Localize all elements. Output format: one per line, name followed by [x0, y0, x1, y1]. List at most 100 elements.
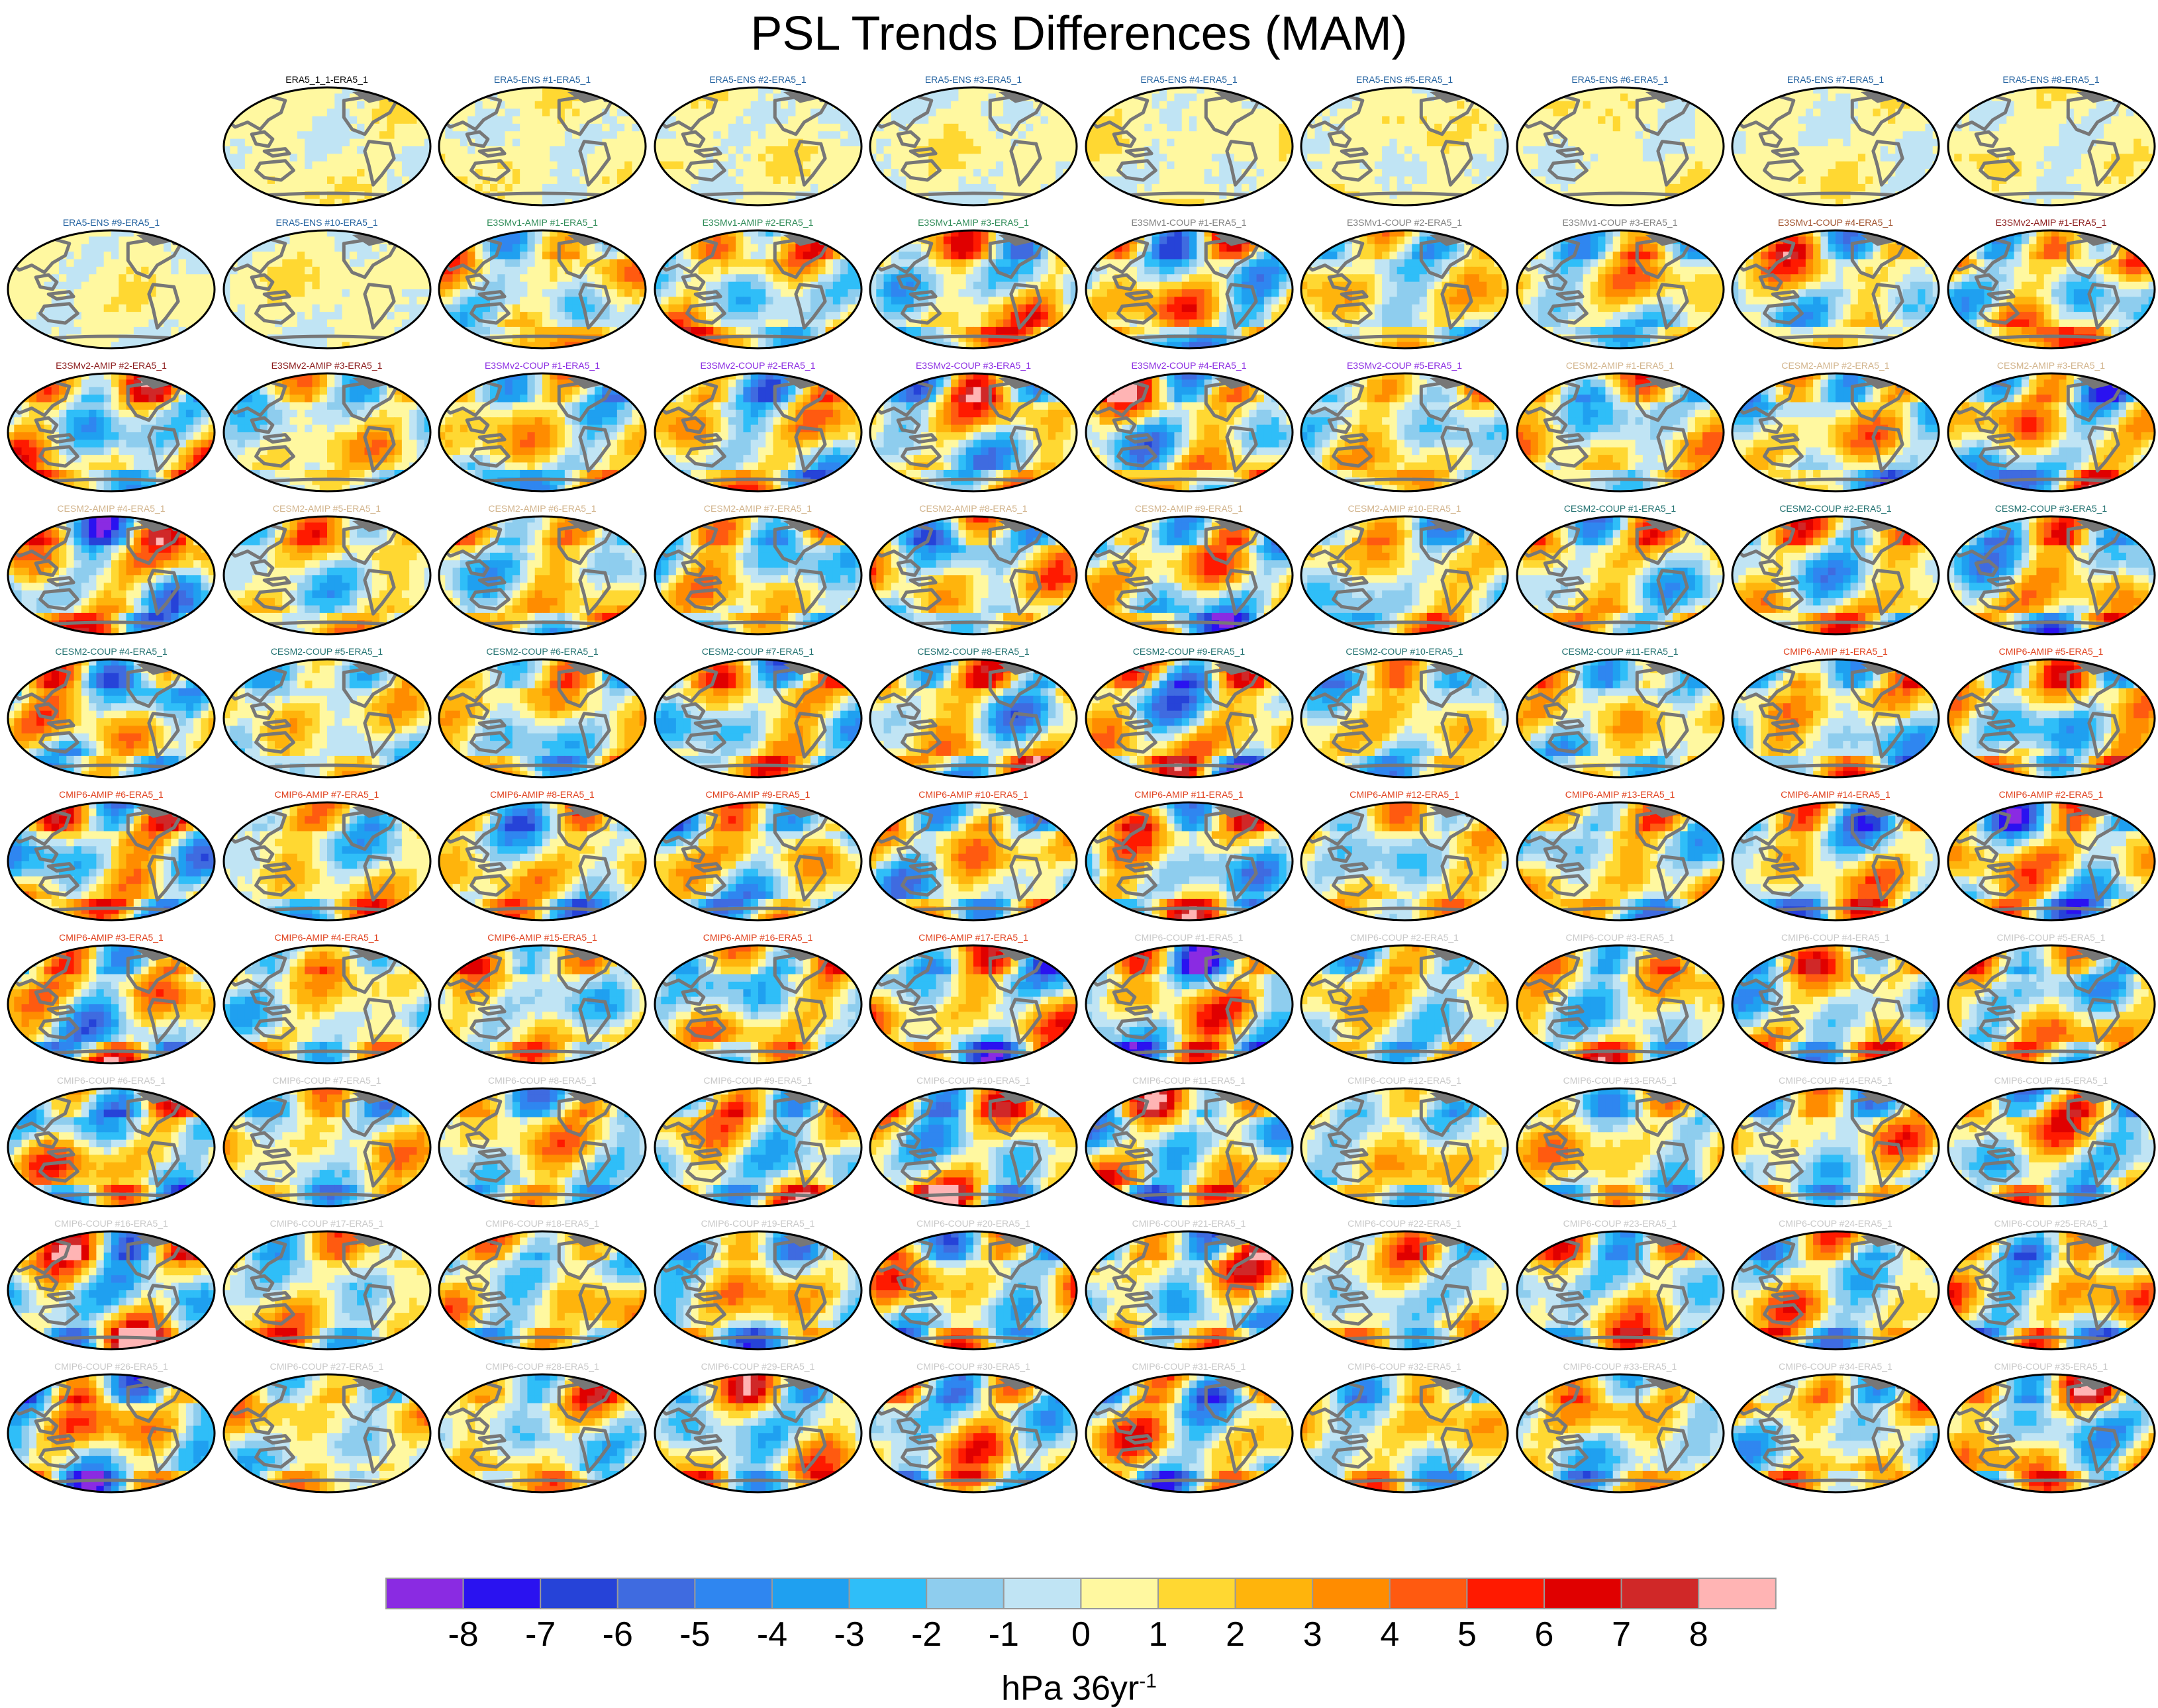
panel-title: E3SMv2-COUP #4-ERA5_1: [1085, 360, 1294, 371]
map-heatmap: [1085, 372, 1294, 493]
panel-title: CESM2-AMIP #5-ERA5_1: [222, 503, 432, 514]
map-panel: CMIP6-COUP #8-ERA5_1: [438, 1078, 647, 1209]
panel-title: CMIP6-COUP #28-ERA5_1: [438, 1361, 647, 1372]
map-heatmap: [1731, 1373, 1940, 1494]
panel-title: CMIP6-COUP #29-ERA5_1: [654, 1361, 863, 1372]
map-panel: CMIP6-COUP #34-ERA5_1: [1731, 1364, 1940, 1495]
panel-title: E3SMv2-AMIP #3-ERA5_1: [222, 360, 432, 371]
panel-title: E3SMv2-COUP #5-ERA5_1: [1300, 360, 1509, 371]
map-heatmap: [1947, 515, 2156, 636]
map-panel: CMIP6-COUP #10-ERA5_1: [869, 1078, 1078, 1209]
map-heatmap: [1947, 1230, 2156, 1351]
map-heatmap: [1516, 1230, 1725, 1351]
map-heatmap: [1731, 229, 1940, 350]
map-panel: CMIP6-COUP #12-ERA5_1: [1300, 1078, 1509, 1209]
panel-title: CMIP6-COUP #19-ERA5_1: [654, 1218, 863, 1229]
map-panel: CMIP6-AMIP #17-ERA5_1: [869, 935, 1078, 1066]
map-heatmap: [438, 1373, 647, 1494]
panel-title: CESM2-AMIP #2-ERA5_1: [1731, 360, 1940, 371]
map-panel: ERA5-ENS #3-ERA5_1: [869, 77, 1078, 208]
map-panel: CMIP6-COUP #13-ERA5_1: [1516, 1078, 1725, 1209]
panel-title: CMIP6-COUP #8-ERA5_1: [438, 1075, 647, 1086]
panel-title: CESM2-COUP #3-ERA5_1: [1947, 503, 2156, 514]
map-heatmap: [1516, 1087, 1725, 1208]
colorbar-swatch: [1544, 1578, 1622, 1609]
map-panel: CMIP6-COUP #16-ERA5_1: [7, 1221, 216, 1352]
chart-title: PSL Trends Differences (MAM): [0, 5, 2158, 62]
map-panel: CMIP6-COUP #19-ERA5_1: [654, 1221, 863, 1352]
panel-title: CMIP6-COUP #11-ERA5_1: [1085, 1075, 1294, 1086]
map-heatmap: [222, 801, 432, 922]
panel-title: E3SMv2-AMIP #1-ERA5_1: [1947, 217, 2156, 228]
map-heatmap: [1300, 515, 1509, 636]
map-heatmap: [1947, 1373, 2156, 1494]
panel-title: CMIP6-AMIP #1-ERA5_1: [1731, 646, 1940, 657]
panel-title: CESM2-AMIP #8-ERA5_1: [869, 503, 1078, 514]
map-heatmap: [654, 372, 863, 493]
map-panel: CMIP6-COUP #26-ERA5_1: [7, 1364, 216, 1495]
map-heatmap: [1947, 1087, 2156, 1208]
panel-title: CESM2-AMIP #7-ERA5_1: [654, 503, 863, 514]
map-heatmap: [438, 1087, 647, 1208]
panel-title: E3SMv2-COUP #1-ERA5_1: [438, 360, 647, 371]
map-panel: CESM2-COUP #2-ERA5_1: [1731, 506, 1940, 637]
map-heatmap: [869, 515, 1078, 636]
colorbar-tick-label: -2: [911, 1615, 942, 1654]
panel-title: CESM2-AMIP #10-ERA5_1: [1300, 503, 1509, 514]
map-heatmap: [7, 1087, 216, 1208]
colorbar-tick-label: 0: [1071, 1615, 1091, 1654]
map-heatmap: [1731, 515, 1940, 636]
map-panel: CMIP6-COUP #32-ERA5_1: [1300, 1364, 1509, 1495]
map-panel: E3SMv1-COUP #2-ERA5_1: [1300, 220, 1509, 351]
panel-title: CMIP6-AMIP #7-ERA5_1: [222, 789, 432, 800]
units-exponent: -1: [1139, 1670, 1157, 1692]
map-panel: CMIP6-AMIP #16-ERA5_1: [654, 935, 863, 1066]
map-panel: CMIP6-COUP #33-ERA5_1: [1516, 1364, 1725, 1495]
map-heatmap: [7, 1373, 216, 1494]
map-panel: E3SMv2-AMIP #2-ERA5_1: [7, 363, 216, 494]
map-panel: CMIP6-AMIP #15-ERA5_1: [438, 935, 647, 1066]
map-panel: CESM2-AMIP #1-ERA5_1: [1516, 363, 1725, 494]
map-panel: CESM2-AMIP #9-ERA5_1: [1085, 506, 1294, 637]
colorbar-swatch: [926, 1578, 1004, 1609]
map-heatmap: [1731, 801, 1940, 922]
map-panel: E3SMv1-AMIP #1-ERA5_1: [438, 220, 647, 351]
colorbar-swatch: [1081, 1578, 1158, 1609]
map-panel: CESM2-COUP #4-ERA5_1: [7, 649, 216, 780]
map-heatmap: [222, 372, 432, 493]
map-panel: CMIP6-COUP #30-ERA5_1: [869, 1364, 1078, 1495]
map-heatmap: [869, 229, 1078, 350]
map-panel: CMIP6-AMIP #11-ERA5_1: [1085, 792, 1294, 923]
map-heatmap: [654, 229, 863, 350]
map-panel: CMIP6-COUP #15-ERA5_1: [1947, 1078, 2156, 1209]
map-panel: CMIP6-COUP #6-ERA5_1: [7, 1078, 216, 1209]
panel-title: CMIP6-COUP #1-ERA5_1: [1085, 932, 1294, 943]
map-heatmap: [1300, 658, 1509, 779]
map-panel: CMIP6-COUP #29-ERA5_1: [654, 1364, 863, 1495]
map-panel: CMIP6-AMIP #7-ERA5_1: [222, 792, 432, 923]
panel-title: CMIP6-COUP #3-ERA5_1: [1516, 932, 1725, 943]
panel-title: CMIP6-COUP #9-ERA5_1: [654, 1075, 863, 1086]
map-panel: CESM2-AMIP #3-ERA5_1: [1947, 363, 2156, 494]
panel-title: CESM2-COUP #8-ERA5_1: [869, 646, 1078, 657]
map-panel: CMIP6-COUP #5-ERA5_1: [1947, 935, 2156, 1066]
map-heatmap: [1731, 658, 1940, 779]
map-heatmap: [654, 515, 863, 636]
panel-title: CMIP6-COUP #16-ERA5_1: [7, 1218, 216, 1229]
map-heatmap: [654, 801, 863, 922]
colorbar-tick-label: -1: [989, 1615, 1019, 1654]
map-panel: E3SMv2-AMIP #3-ERA5_1: [222, 363, 432, 494]
panel-title: CMIP6-AMIP #12-ERA5_1: [1300, 789, 1509, 800]
panel-title: ERA5-ENS #4-ERA5_1: [1085, 74, 1294, 85]
panel-title: CMIP6-AMIP #5-ERA5_1: [1947, 646, 2156, 657]
map-panel: CMIP6-COUP #4-ERA5_1: [1731, 935, 1940, 1066]
panel-title: E3SMv1-AMIP #2-ERA5_1: [654, 217, 863, 228]
panel-title: CESM2-COUP #6-ERA5_1: [438, 646, 647, 657]
panel-title: CMIP6-COUP #2-ERA5_1: [1300, 932, 1509, 943]
panel-title: ERA5-ENS #7-ERA5_1: [1731, 74, 1940, 85]
panel-title: CMIP6-AMIP #15-ERA5_1: [438, 932, 647, 943]
map-panel: CMIP6-COUP #18-ERA5_1: [438, 1221, 647, 1352]
panel-title: CESM2-COUP #5-ERA5_1: [222, 646, 432, 657]
colorbar-tick-label: 5: [1457, 1615, 1477, 1654]
panel-title: CESM2-AMIP #6-ERA5_1: [438, 503, 647, 514]
